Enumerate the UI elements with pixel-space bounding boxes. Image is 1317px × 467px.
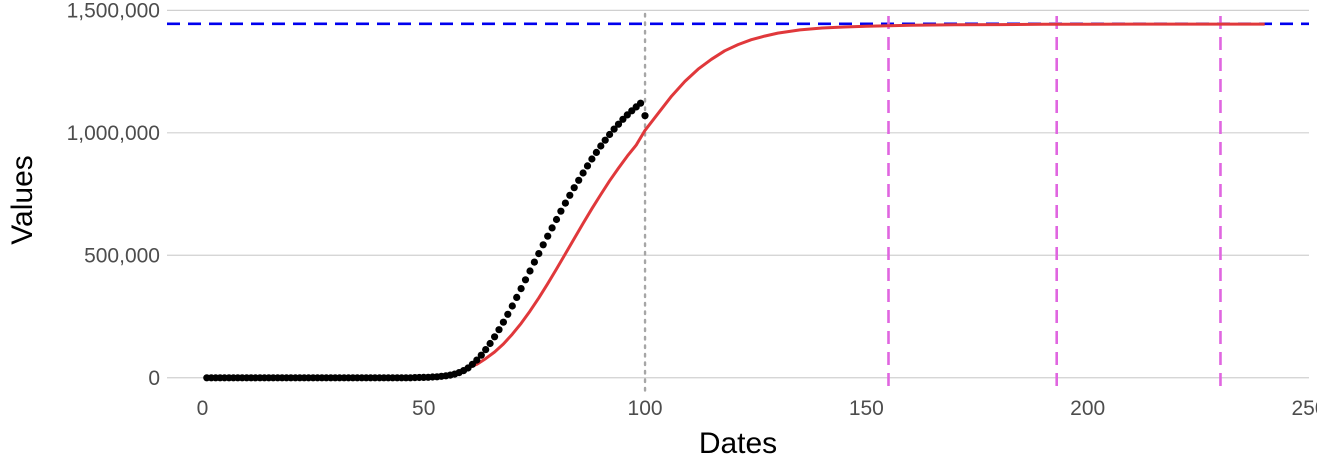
x-tick-labels: 0 50 100 150 200 250 (197, 397, 1317, 420)
data-point (566, 191, 574, 199)
data-point (530, 258, 539, 266)
x-tick-label: 0 (197, 397, 209, 420)
data-point (526, 267, 534, 275)
reference-lines (167, 12, 1309, 394)
data-point (579, 169, 587, 177)
data-point (641, 112, 649, 120)
data-point (588, 155, 596, 163)
data-point (491, 333, 499, 341)
fitted-curve-layer (467, 22, 1265, 370)
data-point (499, 318, 507, 326)
data-point (504, 310, 512, 318)
grid-layer (167, 9, 1309, 379)
data-point (601, 136, 609, 144)
data-point (552, 215, 561, 224)
data-point (544, 232, 552, 240)
y-axis-title: Values (6, 155, 39, 245)
x-tick-label: 250 (1291, 397, 1317, 420)
data-point (575, 176, 583, 184)
x-axis-title: Dates (699, 427, 777, 460)
data-point (473, 356, 481, 364)
data-point (513, 293, 521, 301)
x-tick-label: 50 (412, 397, 435, 420)
data-point (606, 130, 614, 139)
data-point (477, 351, 485, 359)
y-tick-label: 0 (148, 367, 160, 390)
data-point (561, 199, 570, 207)
observed-points (203, 99, 649, 382)
data-point (535, 250, 543, 258)
data-point (508, 302, 516, 310)
data-point (517, 285, 525, 293)
data-point (495, 326, 503, 334)
x-tick-label: 150 (849, 397, 884, 420)
y-tick-label: 1,500,000 (67, 0, 160, 22)
data-point (619, 115, 627, 123)
data-point (486, 339, 494, 348)
data-point (548, 224, 556, 232)
fitted-curve (467, 22, 1265, 370)
data-point (637, 99, 645, 107)
data-point (614, 120, 623, 128)
data-point (570, 184, 578, 192)
data-point (521, 276, 530, 284)
x-tick-label: 200 (1070, 397, 1105, 420)
data-point (597, 142, 605, 150)
y-tick-label: 1,000,000 (67, 122, 160, 145)
y-tick-labels: 0 500,000 1,000,000 1,500,000 (67, 0, 160, 390)
x-tick-label: 100 (628, 397, 663, 420)
y-tick-label: 500,000 (84, 244, 160, 267)
data-point (482, 346, 490, 354)
data-point (592, 148, 601, 156)
data-point (557, 207, 565, 215)
data-point (539, 241, 547, 249)
data-point (583, 162, 592, 170)
data-point (610, 125, 618, 133)
